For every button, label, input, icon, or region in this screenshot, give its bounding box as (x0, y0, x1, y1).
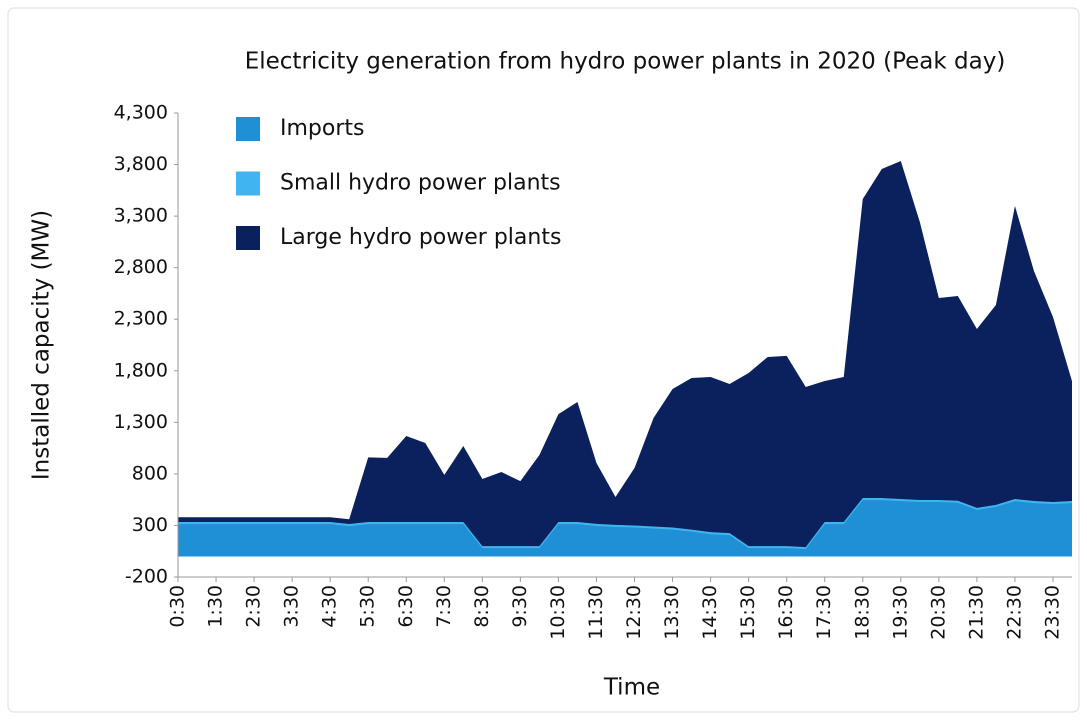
y-tick-label: 3,800 (114, 153, 168, 175)
y-tick-label: 4,300 (114, 102, 168, 124)
x-tick-label: 17:30 (813, 585, 835, 640)
y-tick-label: 2,800 (114, 256, 168, 278)
chart-title: Electricity generation from hydro power … (245, 49, 1006, 75)
y-tick-label: 3,300 (114, 205, 168, 227)
y-tick-label: -200 (125, 566, 168, 588)
x-tick-label: 12:30 (623, 585, 645, 640)
x-tick-label: 9:30 (509, 585, 531, 628)
x-tick-label: 4:30 (319, 585, 341, 628)
x-tick-label: 18:30 (851, 585, 873, 640)
legend-label: Imports (280, 116, 364, 141)
y-tick-label: 800 (132, 462, 168, 484)
x-tick-label: 19:30 (889, 585, 911, 640)
legend-label: Large hydro power plants (280, 225, 561, 250)
x-tick-label: 6:30 (395, 585, 417, 628)
x-tick-label: 16:30 (775, 585, 797, 640)
x-tick-label: 14:30 (699, 585, 721, 640)
x-tick-label: 21:30 (965, 585, 987, 640)
area (178, 500, 1072, 557)
y-tick-label: 1,300 (114, 411, 168, 433)
x-tick-label: 3:30 (281, 585, 303, 628)
x-tick-label: 10:30 (547, 585, 569, 640)
x-tick-label: 8:30 (471, 585, 493, 628)
legend-swatch (236, 117, 260, 141)
x-tick-label: 22:30 (1003, 585, 1025, 640)
x-tick-label: 15:30 (737, 585, 759, 640)
y-tick-label: 2,300 (114, 308, 168, 330)
x-tick-label: 23:30 (1041, 585, 1063, 640)
x-tick-label: 5:30 (357, 585, 379, 628)
x-tick-label: 13:30 (661, 585, 683, 640)
x-tick-label: 2:30 (243, 585, 265, 628)
x-tick-label: 20:30 (927, 585, 949, 640)
x-tick-label: 0:30 (167, 585, 189, 628)
legend-swatch (236, 226, 260, 250)
y-axis-label: Installed capacity (MW) (29, 210, 55, 480)
x-axis-label: Time (603, 675, 660, 701)
y-tick-label: 1,800 (114, 359, 168, 381)
legend-swatch (236, 171, 260, 196)
area (178, 160, 1072, 557)
y-tick-label: 300 (132, 514, 168, 536)
x-tick-label: 11:30 (585, 585, 607, 640)
x-tick-label: 1:30 (205, 585, 227, 628)
legend-label: Small hydro power plants (280, 171, 561, 196)
x-tick-label: 7:30 (433, 585, 455, 628)
